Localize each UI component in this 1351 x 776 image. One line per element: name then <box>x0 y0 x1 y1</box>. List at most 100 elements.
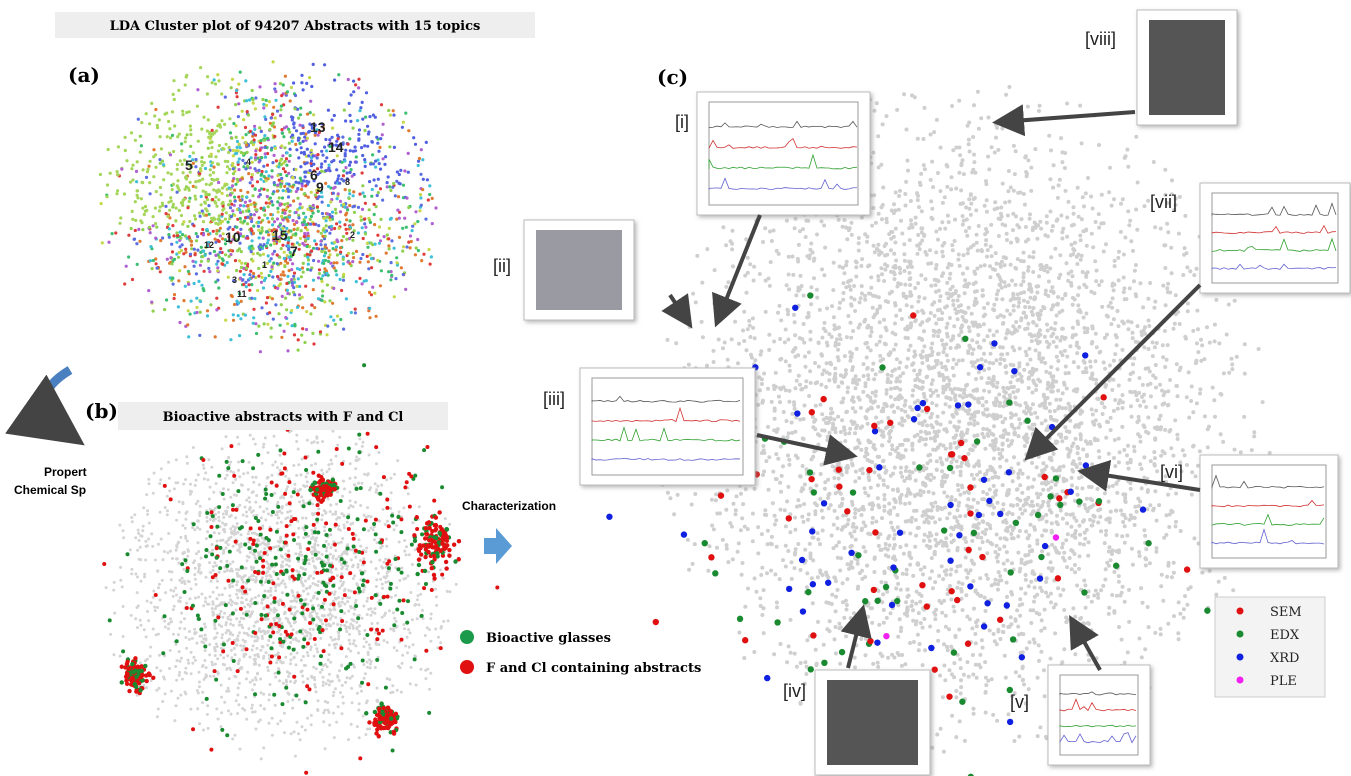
point <box>346 208 350 212</box>
point <box>418 209 422 213</box>
point <box>307 501 312 506</box>
point <box>319 570 324 575</box>
point <box>363 160 367 164</box>
point <box>252 213 256 217</box>
point <box>309 648 313 651</box>
point <box>223 477 227 480</box>
point <box>386 175 390 179</box>
point <box>224 318 228 322</box>
point <box>202 677 206 681</box>
point <box>197 550 201 553</box>
point <box>373 532 378 537</box>
point <box>300 184 304 188</box>
point <box>219 559 223 563</box>
point <box>392 629 396 633</box>
point <box>325 568 330 573</box>
point <box>315 517 320 522</box>
point <box>368 115 372 119</box>
point <box>253 124 257 128</box>
point <box>206 75 210 79</box>
point <box>194 165 198 169</box>
point <box>214 564 218 568</box>
point <box>385 478 389 482</box>
point <box>286 241 290 245</box>
point <box>225 689 229 693</box>
point <box>365 241 369 245</box>
point <box>300 73 304 77</box>
point <box>283 629 288 634</box>
point <box>150 532 154 536</box>
point <box>171 202 175 206</box>
point <box>396 208 400 212</box>
point <box>269 326 273 330</box>
point <box>276 504 281 509</box>
point <box>250 296 254 300</box>
point <box>265 163 270 167</box>
point <box>237 168 241 172</box>
point <box>311 331 315 335</box>
point <box>266 322 270 326</box>
point <box>419 592 423 596</box>
point <box>169 199 173 203</box>
point <box>355 626 359 630</box>
point <box>306 602 310 606</box>
point <box>268 660 273 665</box>
point <box>283 731 286 735</box>
point <box>337 631 341 635</box>
point <box>374 314 378 318</box>
point <box>397 172 401 177</box>
point <box>417 159 421 163</box>
point <box>345 630 349 633</box>
point <box>250 239 254 243</box>
point <box>251 475 255 479</box>
point <box>287 501 292 506</box>
point <box>215 229 219 233</box>
point <box>348 192 352 196</box>
point <box>396 567 401 572</box>
point <box>341 141 345 145</box>
point <box>326 259 331 263</box>
point <box>237 142 241 146</box>
point <box>247 246 251 250</box>
point <box>277 312 281 316</box>
point <box>248 526 253 531</box>
point <box>245 498 249 502</box>
point <box>246 113 251 117</box>
topic-label: 2 <box>350 230 355 240</box>
point <box>341 135 345 139</box>
point <box>285 125 289 129</box>
point <box>211 610 215 614</box>
point <box>243 125 248 130</box>
point <box>122 192 127 196</box>
point <box>280 233 284 237</box>
point <box>237 259 242 263</box>
point <box>227 254 231 259</box>
point <box>189 299 193 303</box>
point <box>313 526 317 530</box>
point <box>253 133 258 137</box>
point <box>437 635 440 639</box>
point <box>320 279 324 283</box>
point <box>257 168 261 172</box>
point <box>283 582 287 586</box>
point <box>302 150 306 154</box>
point <box>326 658 330 662</box>
point <box>371 113 375 117</box>
point <box>382 560 386 564</box>
point <box>205 712 209 716</box>
point <box>404 644 408 648</box>
point <box>275 513 279 517</box>
point <box>234 675 238 679</box>
point <box>286 261 290 265</box>
point <box>189 128 193 132</box>
point <box>367 290 372 294</box>
point <box>229 460 233 464</box>
point <box>320 553 324 556</box>
point <box>357 651 360 655</box>
point <box>397 510 401 514</box>
point <box>354 533 358 537</box>
point <box>416 219 420 224</box>
point <box>307 534 311 538</box>
point <box>183 526 187 530</box>
topic-label: 10 <box>225 229 241 245</box>
